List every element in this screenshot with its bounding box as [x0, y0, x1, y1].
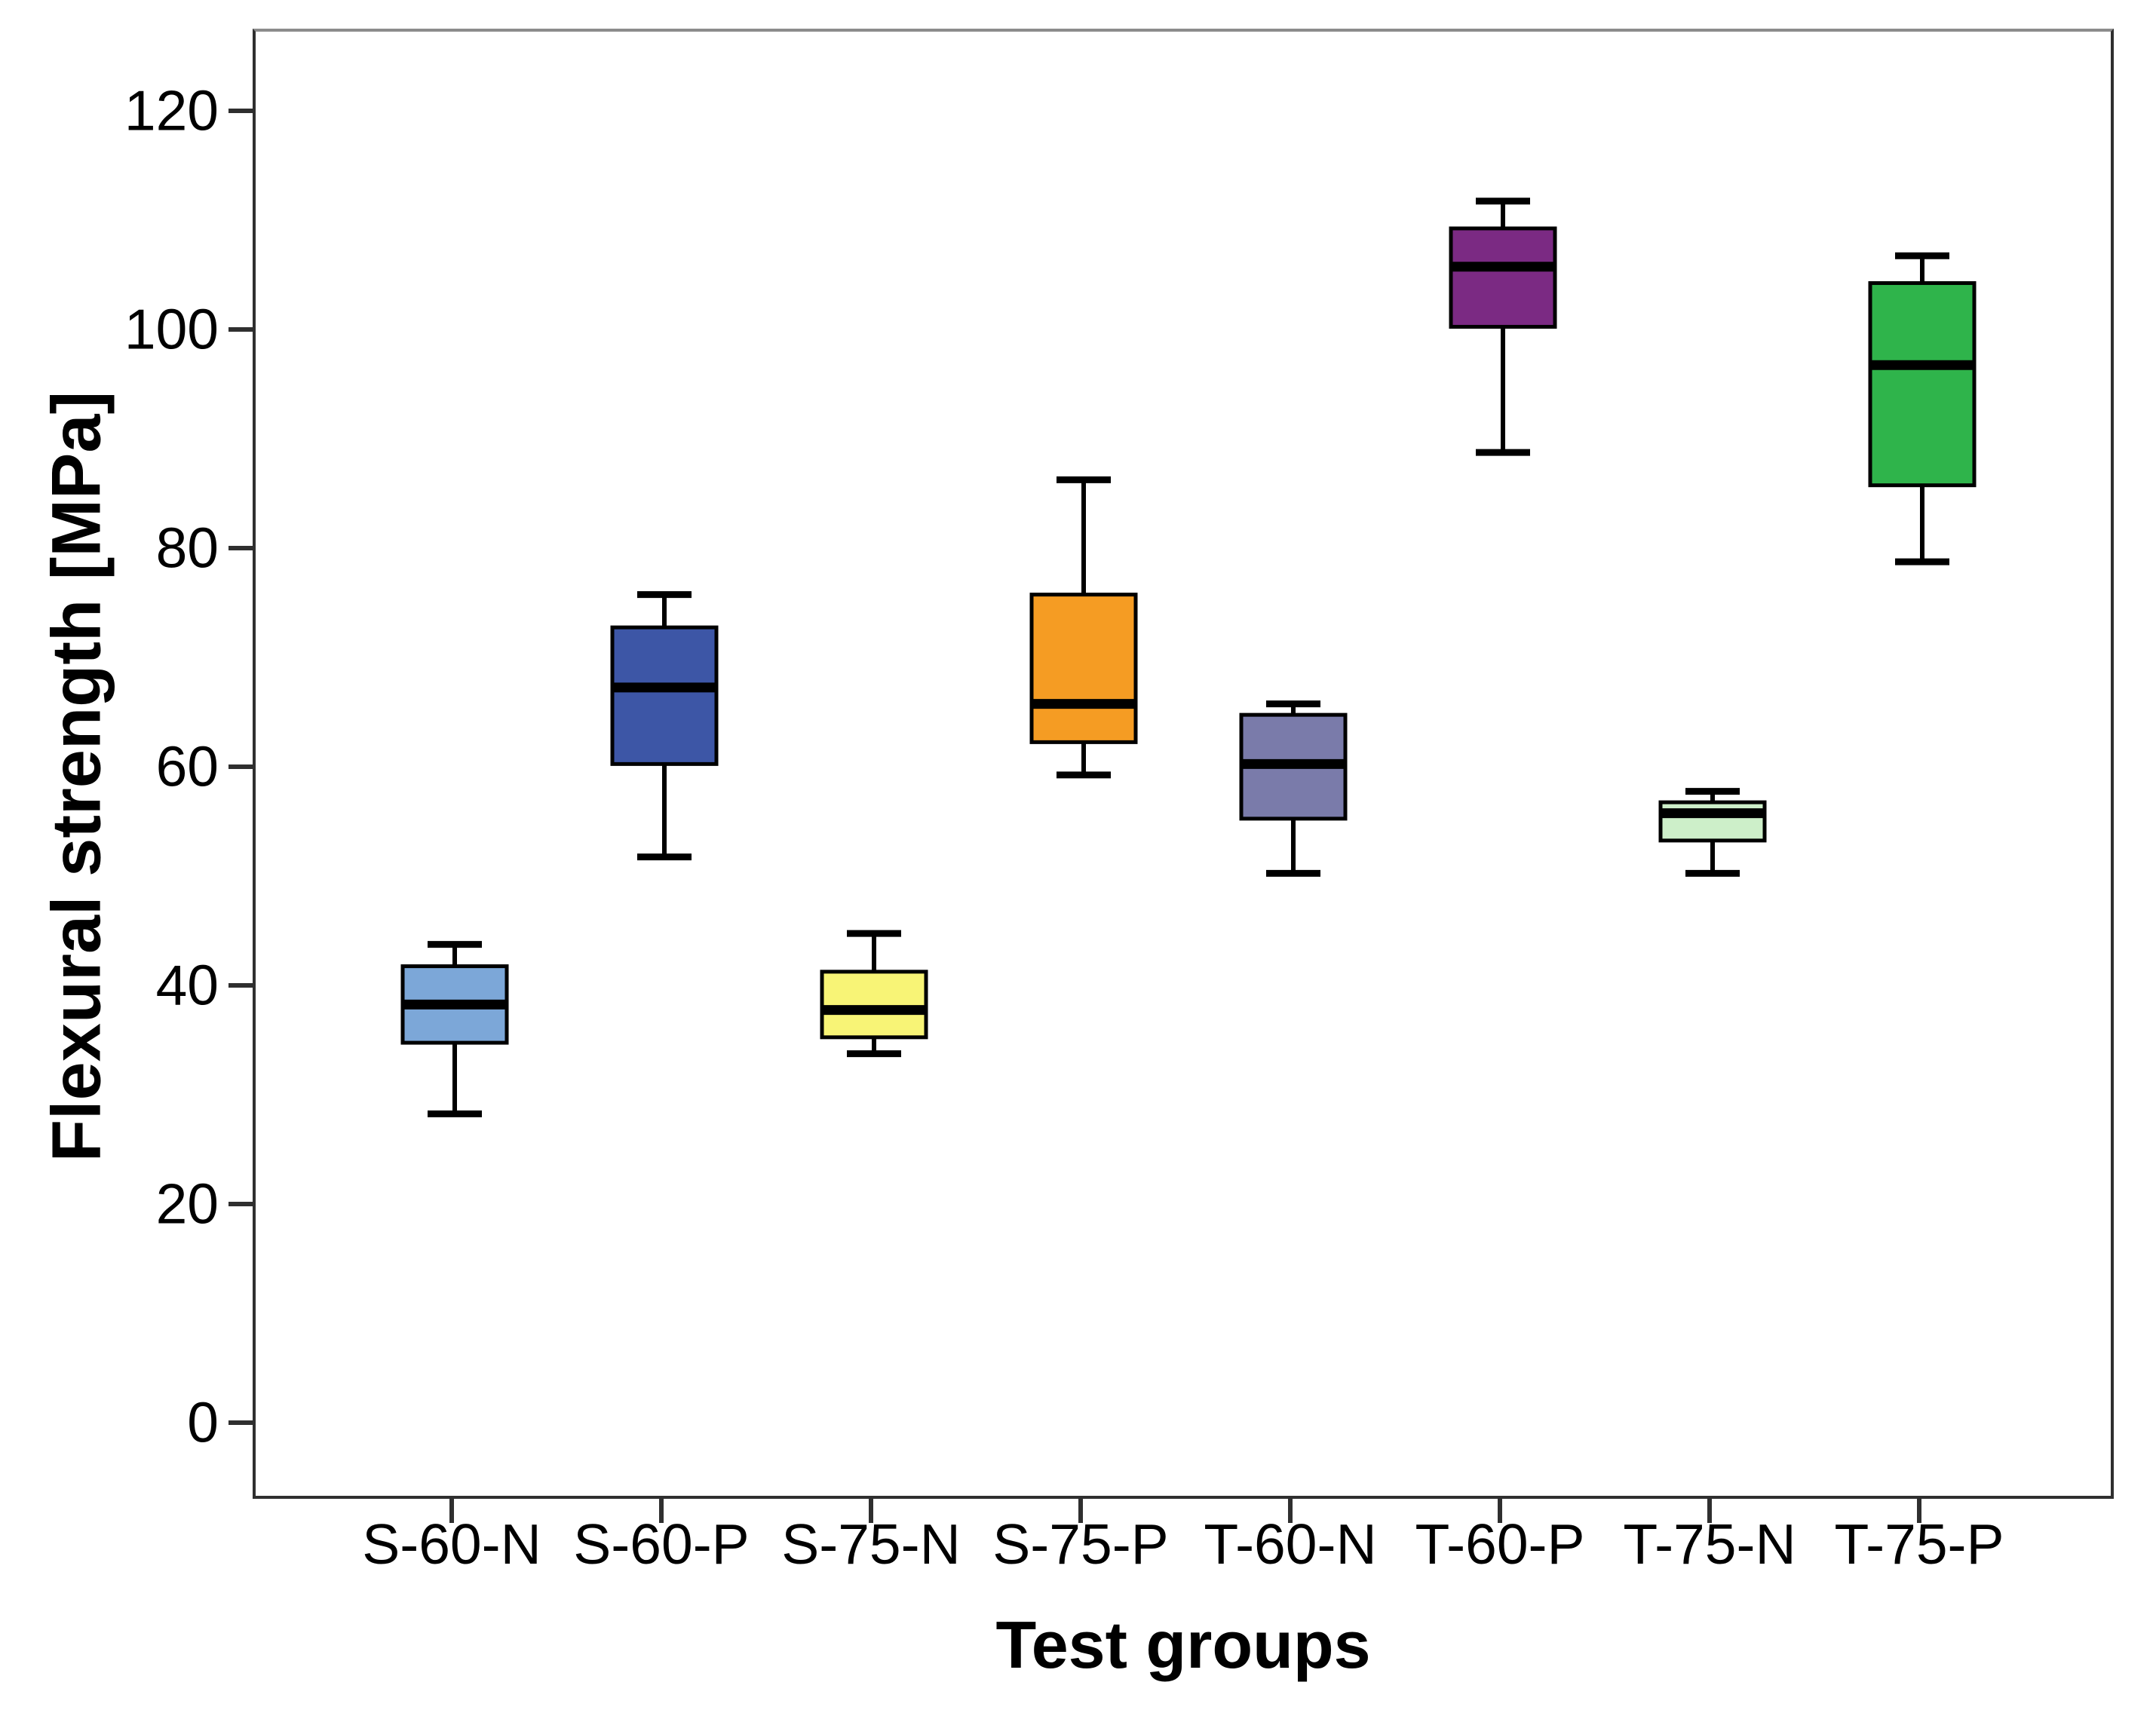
- x-tick-label: T-75-N: [1623, 1512, 1796, 1576]
- x-tick-mark: [1288, 1499, 1293, 1523]
- y-tick-label: 20: [155, 1172, 219, 1236]
- y-tick-mark: [228, 326, 253, 332]
- box-T-75-P: [1868, 280, 1977, 488]
- x-tick-mark: [449, 1499, 454, 1523]
- x-tick-label: T-60-P: [1415, 1512, 1585, 1576]
- plot-canvas: [400, 198, 1977, 1117]
- y-tick-label: 60: [155, 734, 219, 798]
- box-S-60-P: [610, 625, 719, 766]
- x-tick-mark: [1707, 1499, 1712, 1523]
- box-S-75-N: [820, 970, 928, 1040]
- x-tick-mark: [869, 1499, 873, 1523]
- box-S-75-P: [1029, 593, 1138, 744]
- y-tick-mark: [228, 982, 253, 988]
- y-tick-mark: [228, 108, 253, 113]
- x-tick-mark: [1078, 1499, 1083, 1523]
- y-tick-label: 80: [155, 516, 219, 580]
- x-tick-label: T-75-P: [1834, 1512, 2004, 1576]
- x-tick-label: S-75-N: [781, 1512, 961, 1576]
- y-tick-label: 120: [124, 78, 219, 142]
- y-tick-mark: [228, 764, 253, 769]
- x-axis-title: Test groups: [995, 1607, 1371, 1682]
- y-tick-label: 40: [155, 953, 219, 1017]
- y-tick-mark: [228, 1420, 253, 1425]
- y-tick-mark: [228, 1201, 253, 1206]
- x-tick-label: S-75-P: [992, 1512, 1169, 1576]
- x-tick-label: S-60-P: [573, 1512, 750, 1576]
- x-tick-mark: [659, 1499, 664, 1523]
- y-tick-label: 100: [124, 297, 219, 361]
- x-tick-label: T-60-N: [1204, 1512, 1377, 1576]
- box-T-60-P: [1449, 226, 1557, 329]
- x-tick-mark: [1498, 1499, 1502, 1523]
- plot-area: [253, 29, 2114, 1499]
- y-tick-label: 0: [187, 1390, 219, 1454]
- y-tick-mark: [228, 545, 253, 550]
- box-T-75-N: [1658, 800, 1767, 843]
- x-tick-label: S-60-N: [362, 1512, 541, 1576]
- x-tick-mark: [1917, 1499, 1921, 1523]
